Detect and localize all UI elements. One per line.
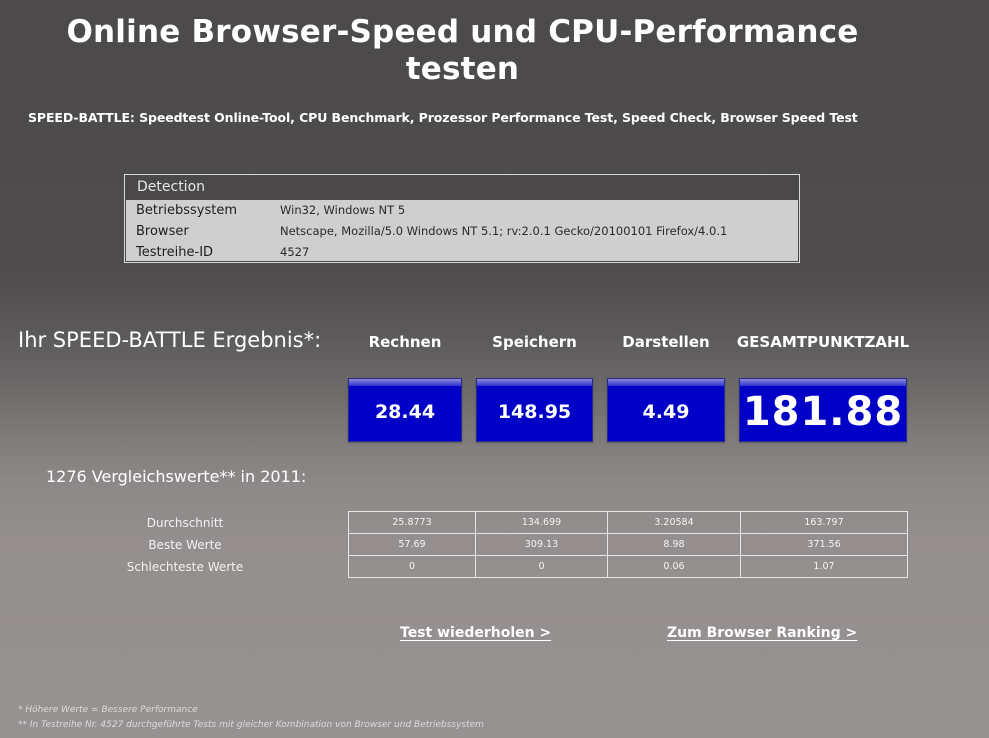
comparison-label-average: Durchschnitt xyxy=(146,516,224,530)
table-cell: 25.8773 xyxy=(348,511,476,534)
detection-label: Betriebssystem xyxy=(136,203,237,218)
score-box-rechnen: 28.44 xyxy=(348,378,462,442)
table-cell: 309.13 xyxy=(475,533,608,556)
detection-row-browser: Browser Netscape, Mozilla/5.0 Windows NT… xyxy=(126,221,798,242)
score-box-total: 181.88 xyxy=(739,378,907,442)
page-title: Online Browser-Speed und CPU-Performance… xyxy=(0,14,925,88)
table-cell: 0.06 xyxy=(607,555,741,578)
footnote-2: ** In Testreihe Nr. 4527 durchgeführte T… xyxy=(18,720,484,730)
browser-ranking-link[interactable]: Zum Browser Ranking > xyxy=(667,625,858,641)
score-value: 4.49 xyxy=(642,401,690,423)
detection-value: Win32, Windows NT 5 xyxy=(280,203,406,217)
column-header-gesamtpunktzahl: GESAMTPUNKTZAHL xyxy=(736,333,910,351)
score-value: 28.44 xyxy=(374,401,436,423)
table-row: 0 0 0.06 1.07 xyxy=(348,555,908,578)
table-cell: 3.20584 xyxy=(607,511,741,534)
column-header-speichern: Speichern xyxy=(492,333,577,351)
comparison-table: 25.8773 134.699 3.20584 163.797 57.69 30… xyxy=(348,511,908,578)
detection-label: Browser xyxy=(136,224,189,239)
column-header-rechnen: Rechnen xyxy=(368,333,442,351)
table-cell: 8.98 xyxy=(607,533,741,556)
result-label: Ihr SPEED-BATTLE Ergebnis*: xyxy=(18,328,322,352)
score-total-value: 181.88 xyxy=(742,389,904,435)
comparison-label-best: Beste Werte xyxy=(148,538,222,552)
detection-value: 4527 xyxy=(280,245,310,259)
table-cell: 0 xyxy=(348,555,476,578)
detection-table: Betriebssystem Win32, Windows NT 5 Brows… xyxy=(126,200,798,261)
detection-value: Netscape, Mozilla/5.0 Windows NT 5.1; rv… xyxy=(280,224,728,238)
score-box-darstellen: 4.49 xyxy=(607,378,725,442)
repeat-test-link[interactable]: Test wiederholen > xyxy=(400,625,552,641)
comparison-label-worst: Schlechteste Werte xyxy=(126,560,244,574)
table-row: 25.8773 134.699 3.20584 163.797 xyxy=(348,511,908,534)
score-box-speichern: 148.95 xyxy=(476,378,593,442)
table-row: 57.69 309.13 8.98 371.56 xyxy=(348,533,908,556)
footnote-1: * Höhere Werte = Bessere Performance xyxy=(18,705,198,715)
page-title-line2: testen xyxy=(405,51,520,87)
table-cell: 0 xyxy=(475,555,608,578)
table-cell: 163.797 xyxy=(740,511,908,534)
detection-panel: Detection Betriebssystem Win32, Windows … xyxy=(124,174,800,263)
table-cell: 1.07 xyxy=(740,555,908,578)
score-value: 148.95 xyxy=(497,401,572,423)
table-cell: 371.56 xyxy=(740,533,908,556)
detection-heading: Detection xyxy=(137,179,206,195)
detection-row-test-id: Testreihe-ID 4527 xyxy=(126,242,798,263)
table-cell: 57.69 xyxy=(348,533,476,556)
column-header-darstellen: Darstellen xyxy=(622,333,710,351)
table-cell: 134.699 xyxy=(475,511,608,534)
detection-row-os: Betriebssystem Win32, Windows NT 5 xyxy=(126,200,798,221)
detection-label: Testreihe-ID xyxy=(136,245,214,260)
page-subtitle: SPEED-BATTLE: Speedtest Online-Tool, CPU… xyxy=(28,110,858,125)
page-title-line1: Online Browser-Speed und CPU-Performance xyxy=(66,14,859,50)
comparison-heading: 1276 Vergleichswerte** in 2011: xyxy=(46,467,307,486)
